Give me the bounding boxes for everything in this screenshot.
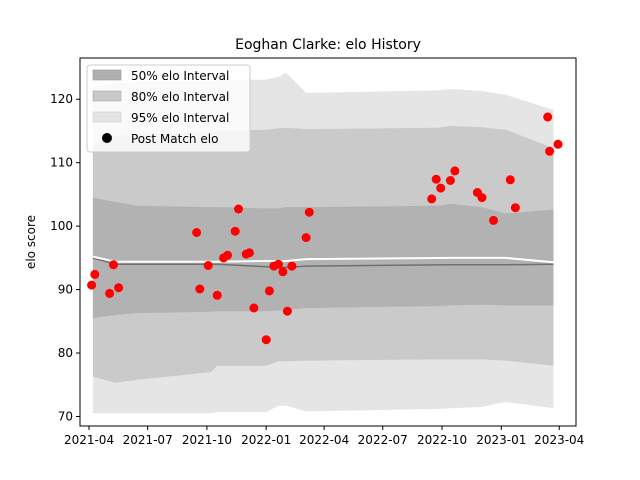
data-point bbox=[273, 259, 283, 269]
x-axis: 2021-04 2021-07 2021-10 2022-01 2022-04 2022-… bbox=[64, 426, 584, 447]
post-match-points bbox=[87, 112, 563, 345]
plot-area bbox=[87, 72, 563, 414]
chart-title: Eoghan Clarke: elo History bbox=[235, 37, 421, 53]
data-point bbox=[543, 112, 553, 122]
data-point bbox=[301, 233, 311, 243]
y-tick-label: 90 bbox=[58, 283, 73, 297]
x-tick-label: 2022-07 bbox=[358, 433, 408, 447]
data-point bbox=[450, 166, 460, 176]
data-point bbox=[105, 288, 115, 298]
data-point bbox=[223, 250, 232, 260]
data-point bbox=[203, 261, 213, 270]
data-point bbox=[445, 176, 455, 185]
legend-swatch-50 bbox=[92, 69, 122, 81]
y-tick-label: 100 bbox=[50, 219, 73, 233]
legend-label-80: 80% elo Interval bbox=[131, 90, 229, 104]
data-point bbox=[87, 280, 97, 290]
data-point bbox=[287, 261, 297, 271]
x-tick-label: 2023-01 bbox=[476, 433, 526, 447]
data-point bbox=[431, 174, 441, 184]
legend-swatch-95 bbox=[92, 111, 122, 123]
band-50 bbox=[92, 197, 554, 319]
data-point bbox=[304, 207, 314, 217]
data-point bbox=[192, 228, 202, 237]
y-tick-label: 110 bbox=[50, 156, 73, 170]
data-point bbox=[489, 215, 498, 225]
data-point bbox=[195, 284, 205, 294]
legend-marker-points bbox=[102, 133, 112, 143]
y-axis: 70 80 90 100 110 120 bbox=[50, 92, 80, 423]
x-tick-label: 2022-01 bbox=[241, 433, 291, 447]
data-point bbox=[261, 335, 271, 345]
x-tick-label: 2023-04 bbox=[534, 433, 584, 447]
plot-frame bbox=[79, 57, 577, 427]
y-axis-label: elo score bbox=[24, 215, 38, 269]
legend-swatch-80 bbox=[92, 90, 122, 102]
legend-frame bbox=[86, 64, 251, 153]
x-tick-label: 2021-04 bbox=[64, 433, 114, 447]
data-point bbox=[90, 269, 100, 279]
data-point bbox=[505, 175, 515, 185]
legend: 50% elo Interval 80% elo Interval 95% el… bbox=[86, 64, 251, 153]
data-point bbox=[427, 194, 437, 204]
y-tick-label: 120 bbox=[50, 92, 73, 106]
data-point bbox=[510, 203, 520, 213]
data-point bbox=[234, 204, 243, 214]
x-tick-label: 2021-10 bbox=[182, 433, 232, 447]
data-point bbox=[244, 248, 254, 258]
data-point bbox=[477, 193, 487, 203]
data-point bbox=[230, 226, 240, 236]
x-tick-label: 2021-07 bbox=[123, 433, 173, 447]
data-point bbox=[436, 183, 446, 193]
data-point bbox=[282, 306, 292, 316]
legend-label-50: 50% elo Interval bbox=[131, 69, 229, 83]
data-point bbox=[212, 290, 222, 300]
data-point bbox=[264, 286, 274, 296]
x-tick-label: 2022-10 bbox=[417, 433, 467, 447]
data-point bbox=[553, 139, 563, 149]
data-point bbox=[545, 146, 555, 156]
legend-label-points: Post Match elo bbox=[131, 132, 218, 146]
data-point bbox=[109, 260, 118, 270]
data-point bbox=[249, 303, 259, 313]
legend-label-95: 95% elo Interval bbox=[131, 111, 229, 125]
data-point bbox=[114, 283, 124, 293]
y-tick-label: 70 bbox=[58, 409, 73, 423]
data-point bbox=[278, 267, 288, 277]
y-tick-label: 80 bbox=[58, 346, 73, 360]
x-tick-label: 2022-04 bbox=[299, 433, 349, 447]
